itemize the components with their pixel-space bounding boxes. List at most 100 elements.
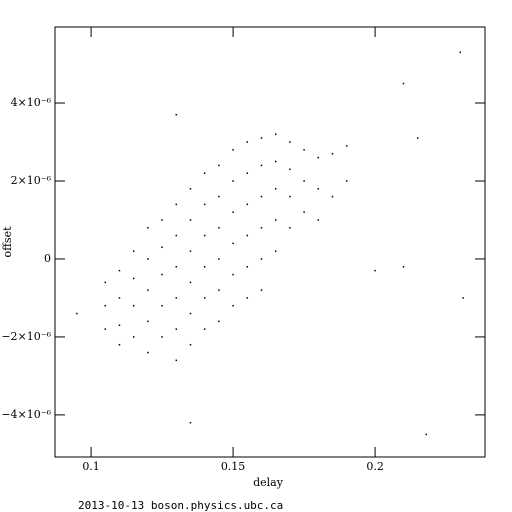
point — [289, 227, 291, 229]
point — [189, 312, 192, 315]
point — [260, 258, 263, 260]
point — [260, 227, 263, 229]
point — [189, 219, 192, 221]
point — [274, 188, 277, 190]
point — [218, 258, 220, 260]
point — [402, 266, 405, 268]
point — [374, 269, 376, 272]
point — [118, 343, 121, 346]
point — [232, 180, 234, 182]
y-tick-label: 0 — [44, 252, 51, 265]
point — [331, 152, 334, 155]
point — [203, 172, 206, 174]
point — [232, 149, 234, 151]
point — [345, 145, 348, 147]
point — [203, 328, 206, 330]
point — [175, 328, 178, 330]
point — [189, 188, 192, 190]
point — [289, 168, 291, 171]
point — [246, 141, 249, 143]
point — [203, 234, 206, 237]
point — [303, 211, 305, 213]
point — [147, 289, 149, 291]
point — [132, 277, 135, 280]
point — [218, 320, 220, 323]
point — [104, 328, 107, 330]
point — [303, 149, 305, 151]
point — [189, 281, 192, 284]
point — [147, 351, 149, 354]
point — [147, 320, 149, 323]
point — [175, 359, 178, 362]
x-tick-label: 0.2 — [366, 460, 384, 473]
plot-frame — [54, 26, 486, 458]
point — [161, 304, 163, 307]
x-axis-label: delay — [253, 476, 284, 489]
point — [317, 219, 320, 221]
point — [289, 195, 291, 198]
point — [118, 269, 121, 272]
point — [246, 234, 249, 237]
footer: 2013-10-13 boson.physics.ubc.ca — [78, 499, 283, 512]
point — [232, 304, 234, 307]
point — [232, 273, 234, 276]
point — [203, 297, 206, 299]
point — [118, 297, 121, 299]
point — [104, 304, 107, 307]
point — [147, 227, 149, 229]
point — [175, 203, 178, 206]
point — [303, 180, 305, 182]
point — [260, 195, 263, 198]
point — [246, 297, 249, 299]
point — [331, 195, 334, 198]
point — [246, 203, 249, 206]
point — [232, 242, 234, 245]
x-tick-label: 0.15 — [221, 460, 246, 473]
point — [289, 141, 291, 143]
point — [132, 250, 135, 252]
point — [203, 266, 206, 268]
point — [104, 281, 107, 284]
point — [345, 180, 348, 182]
point — [317, 188, 320, 190]
point — [274, 133, 277, 135]
y-tick-label: 2×10⁻⁶ — [11, 174, 52, 187]
y-axis-label: offset — [1, 226, 14, 258]
point — [161, 336, 163, 338]
point — [161, 273, 163, 276]
point — [317, 156, 320, 159]
point — [161, 246, 163, 249]
point — [218, 227, 220, 229]
point — [218, 289, 220, 291]
point — [132, 304, 135, 307]
point — [76, 312, 78, 315]
point — [274, 219, 277, 221]
point — [246, 266, 249, 268]
point — [175, 297, 178, 299]
point — [260, 289, 263, 291]
y-tick-label: −2×10⁻⁶ — [1, 330, 51, 343]
point — [118, 324, 121, 326]
x-tick-label: 0.1 — [82, 460, 100, 473]
point — [246, 172, 249, 174]
point — [260, 137, 263, 139]
point — [132, 336, 135, 338]
point — [175, 234, 178, 237]
point — [189, 250, 192, 252]
point — [260, 164, 263, 167]
point — [175, 113, 178, 116]
point — [218, 195, 220, 198]
point — [402, 82, 405, 85]
point — [203, 203, 206, 206]
y-tick-label: −4×10⁻⁶ — [1, 408, 51, 421]
point — [416, 137, 419, 139]
point — [161, 219, 163, 221]
point — [459, 51, 462, 54]
point — [175, 266, 178, 268]
point — [425, 433, 427, 436]
point — [232, 211, 234, 213]
point — [462, 297, 464, 299]
y-tick-label: 4×10⁻⁶ — [11, 96, 52, 109]
